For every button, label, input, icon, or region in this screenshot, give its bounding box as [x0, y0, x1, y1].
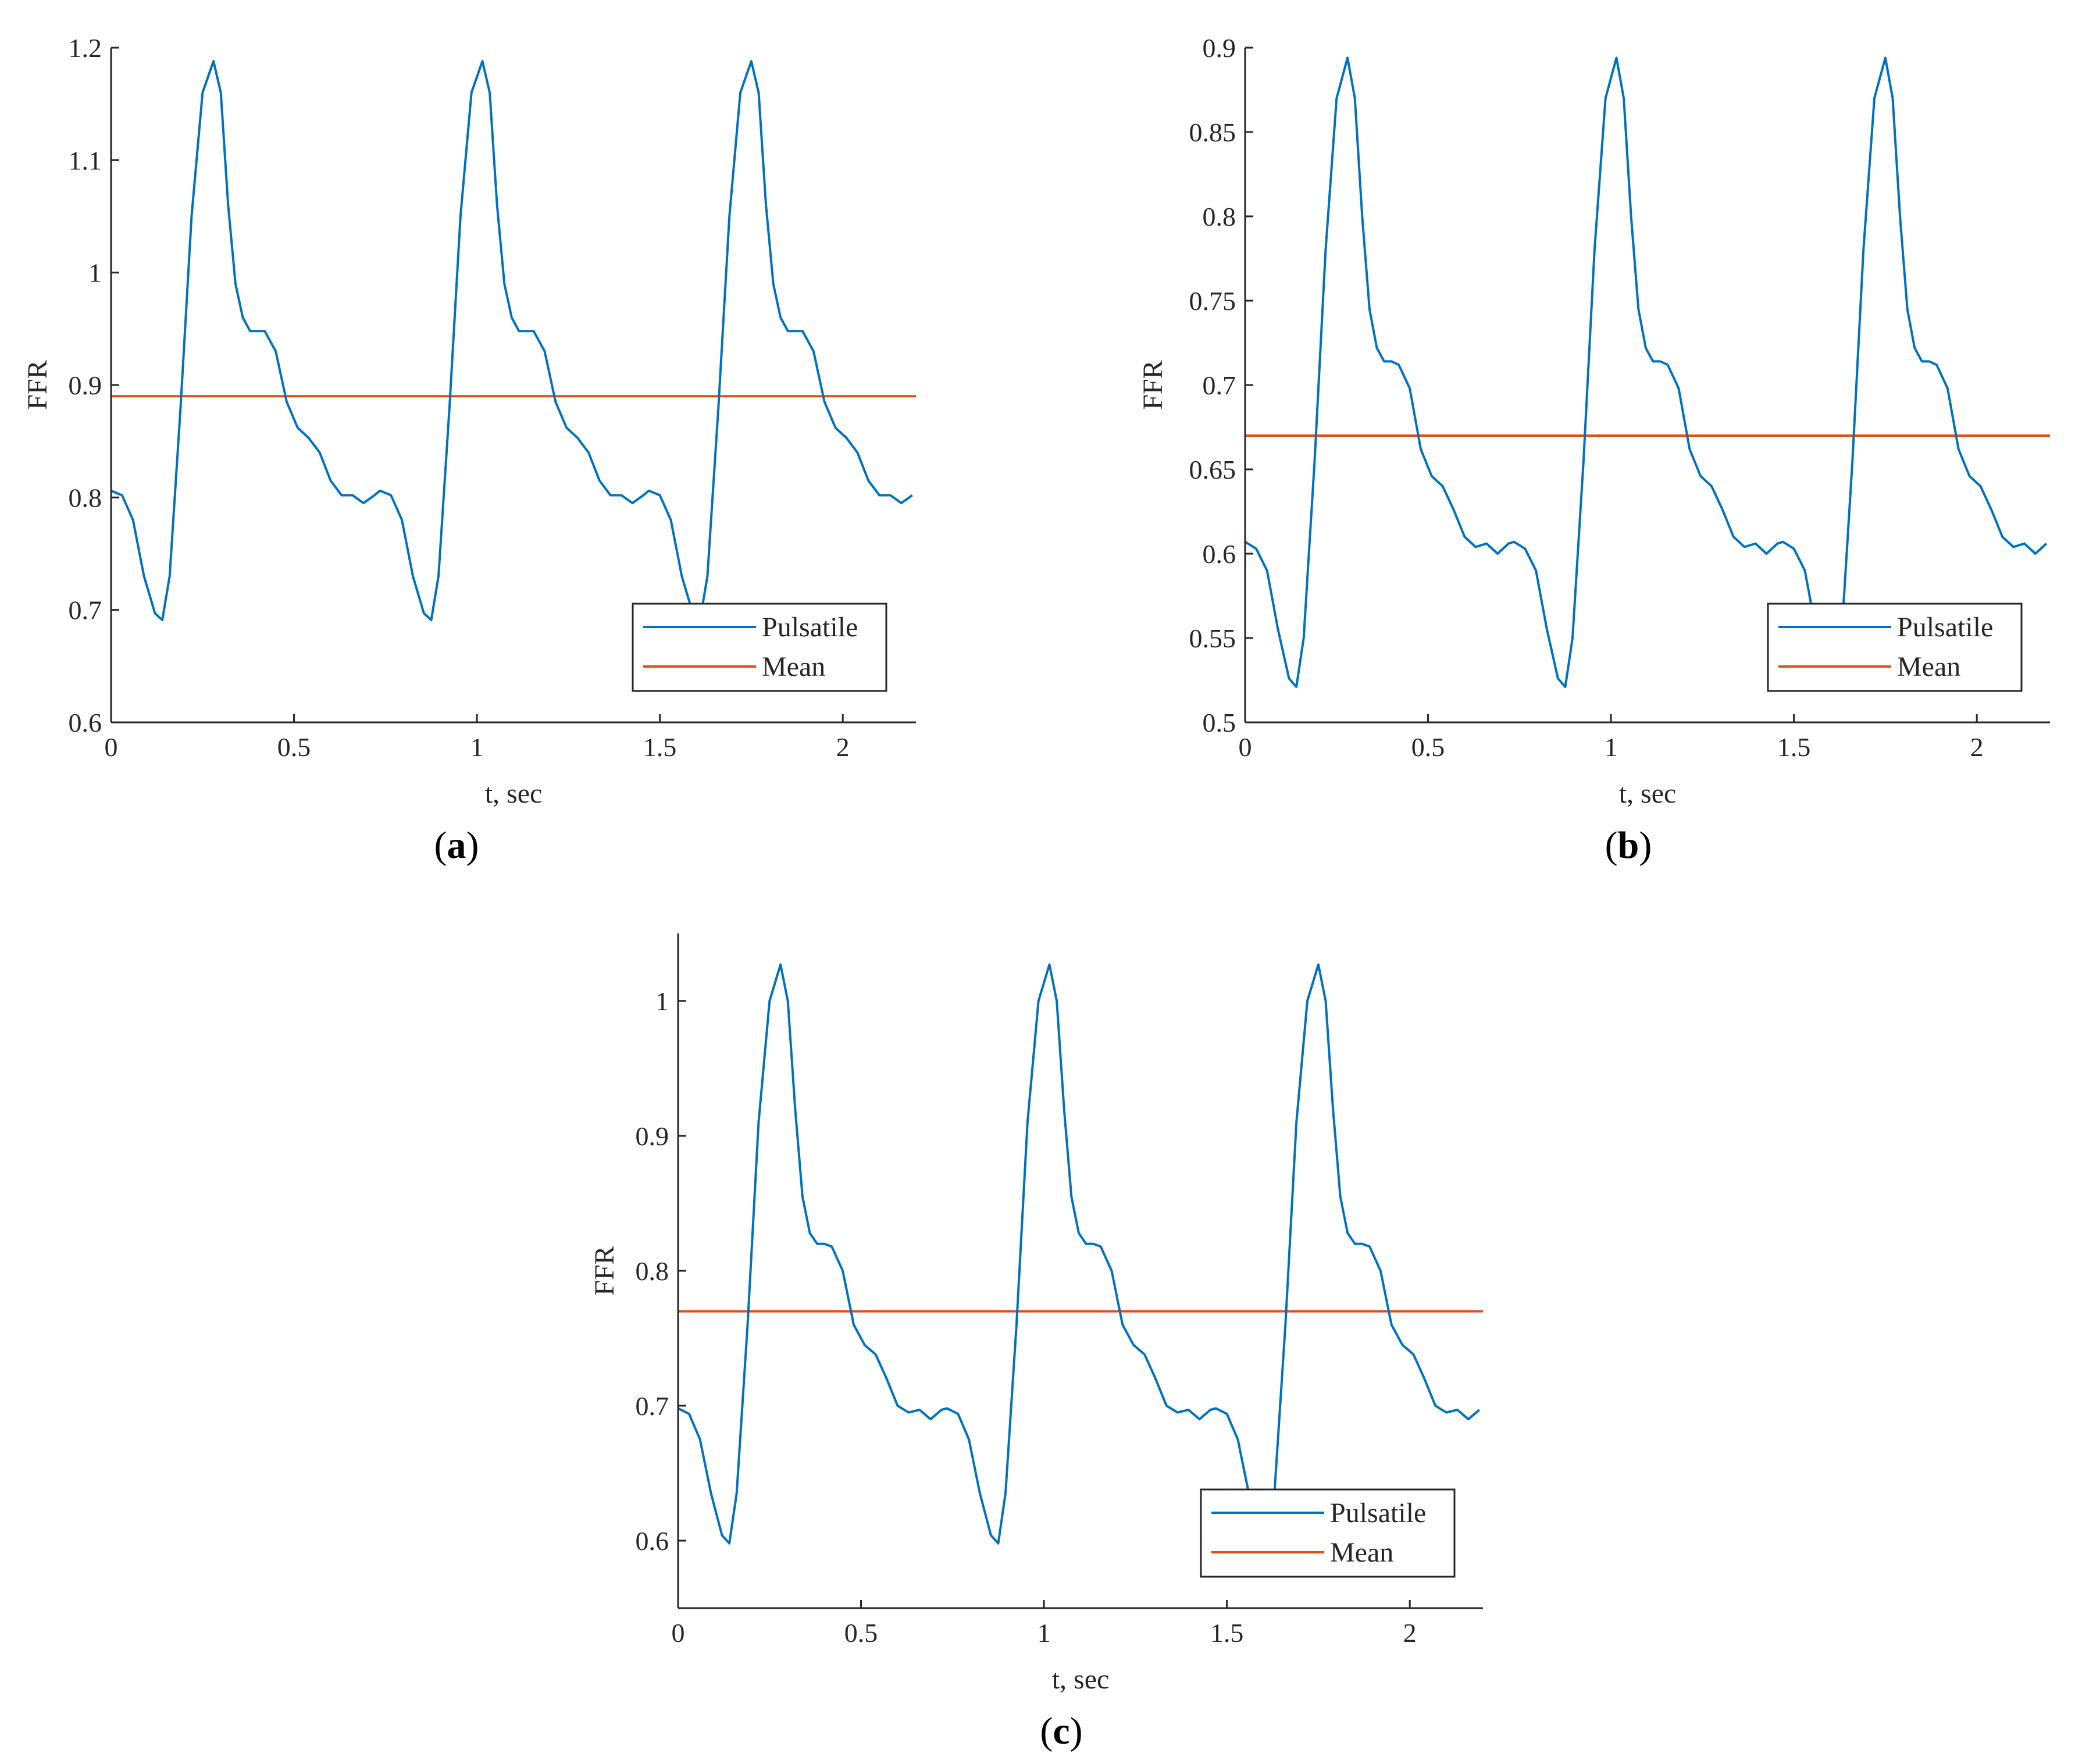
panel-c-ytick-label: 0.6 — [636, 1526, 669, 1556]
panel-c-xtick-label: 0 — [672, 1618, 685, 1648]
panel-b-legend-pulsatile-label: Pulsatile — [1897, 612, 1993, 643]
panel-b-xtick-label: 1 — [1605, 732, 1618, 762]
panel-a-xtick-label: 2 — [836, 732, 850, 762]
panel-c: 0 0.5 1 1.5 2 0.6 0.7 0.8 0.9 1 t, sec FFR Pulsat… — [589, 933, 1483, 1752]
panel-a-ytick-label: 1.1 — [69, 145, 102, 175]
panel-b-ytick-label: 0.5 — [1203, 708, 1236, 737]
panel-c-ticks: 0 0.5 1 1.5 2 0.6 0.7 0.8 0.9 1 — [636, 986, 1417, 1648]
panel-b-ytick-label: 0.65 — [1189, 455, 1236, 484]
panel-b-legend-box — [1767, 603, 2023, 692]
panel-a-legend-pulsatile-label: Pulsatile — [762, 612, 858, 643]
panel-a-ylabel: FFR — [22, 360, 53, 409]
panel-b-xtick-label: 2 — [1970, 732, 1984, 762]
panel-a-xtick-label: 0 — [105, 732, 118, 762]
panel-a-pulsatile-line — [111, 60, 913, 622]
panel-a-xtick-label: 1.5 — [643, 732, 677, 762]
panel-b-ytick-label: 0.55 — [1189, 623, 1236, 653]
panel-c-ylabel: FFR — [589, 1246, 620, 1295]
panel-a-legend: Pulsatile Mean — [632, 603, 887, 692]
panel-a-xlabel: t, sec — [485, 778, 543, 809]
panel-c-xtick-label: 2 — [1403, 1618, 1417, 1648]
panel-a-ytick-label: 0.9 — [69, 370, 102, 400]
panel-b-pulsatile-line — [1245, 56, 2048, 689]
panel-b-xtick-label: 0 — [1239, 732, 1252, 762]
panel-a-ytick-label: 0.6 — [69, 708, 102, 737]
panel-b: 0 0.5 1 1.5 20.50.550.60.650.70.750.80.850.9… — [1138, 33, 2050, 867]
panel-a-label: (a) — [434, 824, 479, 867]
panel-b-xtick-label: 0.5 — [1411, 732, 1445, 762]
panel-a-xtick-label: 1 — [470, 732, 484, 762]
panel-b-legend: Pulsatile Mean — [1767, 603, 2023, 692]
panel-c-pulsatile-line — [678, 963, 1481, 1545]
panel-c-ytick-label: 1 — [655, 986, 669, 1016]
panel-c-ytick-label: 0.7 — [636, 1391, 669, 1421]
panel-c-legend-mean-label: Mean — [1330, 1537, 1393, 1568]
panel-c-ytick-label: 0.8 — [636, 1256, 669, 1286]
panel-a-ytick-label: 1 — [88, 258, 102, 288]
panel-a-legend-mean-label: Mean — [762, 651, 825, 682]
panel-b-ticks: 0 0.5 1 1.5 20.50.550.60.650.70.750.80.850.9 — [1189, 33, 1984, 762]
panel-c-legend-box — [1200, 1488, 1456, 1578]
panel-b-ytick-label: 0.7 — [1203, 370, 1236, 400]
panel-c-label: (c) — [1040, 1710, 1082, 1752]
panel-a: 0 0.5 1 1.5 20.60.70.80.911.11.2 t, sec FFR … — [22, 33, 916, 867]
panel-b-ytick-label: 0.85 — [1189, 117, 1236, 147]
panel-b-ylabel: FFR — [1138, 360, 1168, 409]
panel-c-legend-pulsatile-label: Pulsatile — [1330, 1498, 1426, 1528]
panel-c-xtick-label: 1.5 — [1210, 1618, 1244, 1648]
panel-b-ytick-label: 0.8 — [1203, 202, 1236, 231]
panel-a-ytick-label: 0.8 — [69, 483, 102, 512]
panel-a-ytick-label: 0.7 — [69, 596, 102, 625]
panel-a-ytick-label: 1.2 — [69, 33, 102, 63]
panel-c-xlabel: t, sec — [1052, 1664, 1110, 1695]
panel-c-xtick-label: 1 — [1038, 1618, 1051, 1648]
panel-a-legend-box — [632, 603, 887, 692]
panel-a-xtick-label: 0.5 — [277, 732, 311, 762]
panel-c-legend: Pulsatile Mean — [1200, 1488, 1456, 1578]
panel-b-xlabel: t, sec — [1619, 778, 1677, 809]
panel-b-ytick-label: 0.6 — [1203, 539, 1236, 569]
panel-a-ticks: 0 0.5 1 1.5 2 0.6 0.7 0.8 0.9 1 1.1 1.2 — [69, 33, 850, 762]
panel-b-ytick-label: 0.9 — [1203, 33, 1236, 63]
panel-c-ytick-label: 0.9 — [636, 1121, 669, 1151]
panel-b-legend-mean-label: Mean — [1897, 651, 1960, 682]
panel-b-label: (b) — [1605, 824, 1652, 867]
panel-c-xtick-label: 0.5 — [844, 1618, 878, 1648]
panel-b-ytick-label: 0.75 — [1189, 286, 1236, 316]
panel-b-xtick-label: 1.5 — [1777, 732, 1811, 762]
